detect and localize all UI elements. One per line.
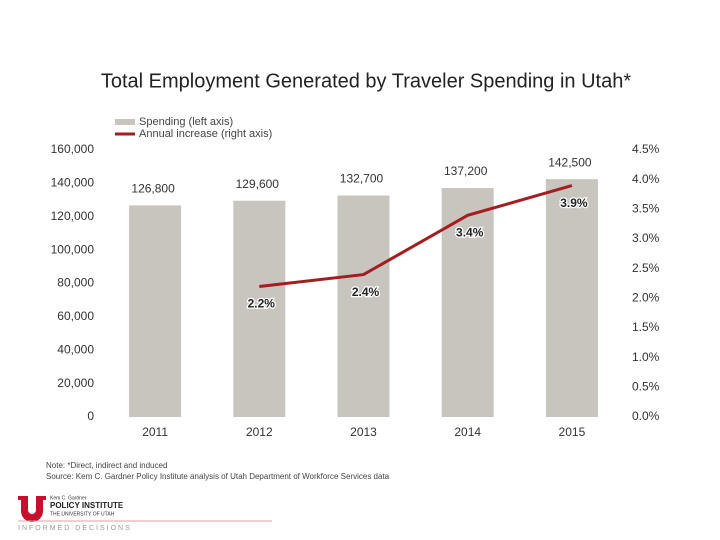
y2-tick-label: 4.5% — [632, 142, 660, 156]
x-tick-label: 2015 — [559, 425, 586, 439]
x-tick-label: 2011 — [142, 425, 168, 439]
legend-swatch — [115, 119, 135, 125]
line — [259, 184, 573, 288]
logo-text: THE UNIVERSITY OF UTAH — [50, 511, 115, 517]
y2-tick-label: 3.5% — [632, 202, 660, 216]
bar-label: 132,700 — [340, 172, 384, 186]
legend-label: Annual increase (right axis) — [139, 128, 272, 140]
y2-tick-label: 2.5% — [632, 261, 660, 275]
y-tick-label: 60,000 — [57, 309, 94, 323]
y2-tick-label: 1.5% — [632, 320, 660, 334]
logo: Kem C. Gardner POLICY INSTITUTE THE UNIV… — [18, 495, 272, 532]
bar — [233, 200, 286, 417]
y-tick-label: 0 — [87, 409, 94, 423]
bar — [129, 205, 182, 417]
y2-tick-label: 3.0% — [632, 231, 660, 245]
y2-tick-label: 4.0% — [632, 172, 660, 186]
logo-text: POLICY INSTITUTE — [50, 501, 124, 510]
y-tick-label: 120,000 — [51, 209, 95, 223]
tagline: INFORMED DECISIONS — [18, 525, 132, 532]
bar-label: 142,500 — [548, 155, 592, 169]
y-tick-label: 160,000 — [51, 142, 95, 156]
y-tick-label: 20,000 — [57, 376, 94, 390]
y-tick-label: 40,000 — [57, 342, 94, 356]
bar-label: 137,200 — [444, 164, 488, 178]
chart-title: Total Employment Generated by Traveler S… — [101, 70, 632, 92]
bar-label: 129,600 — [236, 177, 280, 191]
bar — [337, 195, 390, 417]
y-tick-label: 140,000 — [51, 176, 95, 190]
line-label: 2.4% — [352, 285, 380, 299]
y2-tick-label: 0.0% — [632, 409, 660, 423]
logo-text: Kem C. Gardner — [50, 495, 87, 501]
logo-mark — [18, 496, 46, 522]
legend-label: Spending (left axis) — [139, 116, 233, 128]
y-tick-label: 100,000 — [51, 242, 95, 256]
line-label: 3.4% — [456, 225, 484, 239]
y2-tick-label: 0.5% — [632, 380, 660, 394]
x-tick-label: 2012 — [246, 425, 273, 439]
y2-tick-label: 1.0% — [632, 350, 660, 364]
x-tick-label: 2013 — [350, 425, 377, 439]
source: Source: Kem C. Gardner Policy Institute … — [46, 472, 390, 481]
line-label: 2.2% — [248, 297, 276, 311]
bar — [441, 188, 494, 417]
x-tick-label: 2014 — [454, 425, 481, 439]
line-label: 3.9% — [560, 196, 588, 210]
bar — [545, 179, 598, 417]
y-tick-label: 80,000 — [57, 276, 94, 290]
bar-label: 126,800 — [131, 182, 175, 196]
y2-tick-label: 2.0% — [632, 291, 660, 305]
note: Note: *Direct, indirect and induced — [46, 461, 167, 470]
